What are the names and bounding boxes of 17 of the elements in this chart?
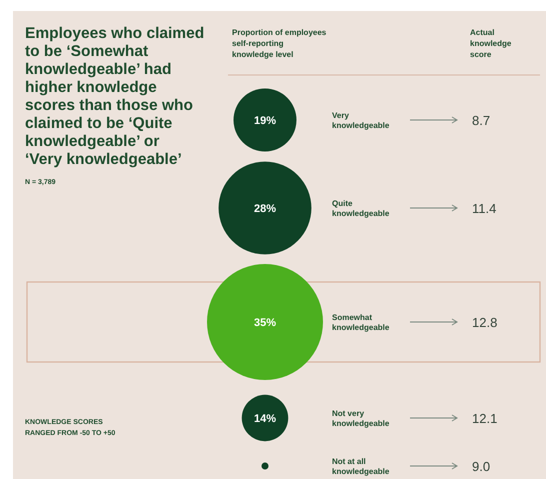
category-label: Somewhat knowledgeable (332, 313, 390, 332)
data-label: 28% (254, 203, 276, 215)
data-label: 11.4 (472, 201, 496, 216)
data-label: 35% (254, 317, 276, 329)
category-label: Not at all knowledgeable (332, 457, 390, 476)
data-label: 12.1 (472, 411, 498, 426)
data-label: 14% (254, 413, 276, 425)
data-label: 8.7 (472, 113, 490, 128)
text: Employees who claimed to be ‘Somewhat knowledgeable’ had higher knowledge scores than those who claimed to be ‘Quite knowledgeable’ or ‘Very knowledgeable’ (25, 25, 204, 168)
text: Proportion of employees self-reporting knowledge level (232, 28, 327, 59)
data-label: 9.0 (472, 459, 490, 474)
data-label: 19% (254, 115, 276, 127)
category-label: Not very knowledgeable (332, 409, 390, 428)
category-label: Very knowledgeable (332, 111, 390, 130)
legend-label: Actual knowledge score (470, 28, 512, 59)
category-label: Quite knowledgeable (332, 199, 390, 218)
data-label: 12.8 (472, 315, 498, 330)
